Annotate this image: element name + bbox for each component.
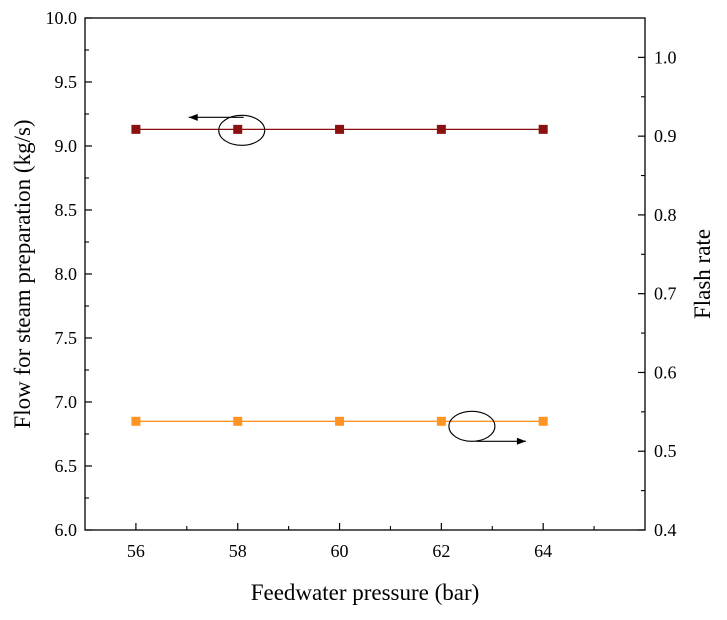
y2-tick-label: 0.9 (654, 126, 677, 146)
y-tick-label: 7.0 (55, 392, 78, 412)
y2-tick-label: 1.0 (654, 47, 677, 67)
y-tick-label: 10.0 (46, 8, 78, 28)
y-tick-label: 9.0 (55, 136, 78, 156)
tick-labels: 56 58 60 62 64 6.0 6.5 7.0 7.5 8.0 8.5 9.0 9.5 10.0 0.… (46, 8, 677, 561)
series-0-point (436, 124, 446, 134)
series-0-point (335, 124, 345, 134)
y-tick-label: 7.5 (55, 328, 78, 348)
series-1-point (131, 416, 141, 426)
annotation-arrow-head (516, 437, 526, 445)
x-tick-label: 62 (432, 541, 450, 561)
y2-axis-title: Flash rate (690, 229, 715, 319)
y2-tick-label: 0.8 (654, 205, 677, 225)
y-tick-label: 8.0 (55, 264, 78, 284)
y-axis-title: Flow for steam preparation (kg/s) (10, 119, 35, 428)
y-tick-label: 8.5 (55, 200, 78, 220)
x-tick-label: 64 (534, 541, 552, 561)
y-tick-label: 6.0 (55, 520, 78, 540)
y-tick-label: 6.5 (55, 456, 78, 476)
series-1-point (538, 416, 548, 426)
y2-tick-label: 0.7 (654, 284, 677, 304)
y-tick-label: 9.5 (55, 72, 78, 92)
ticks (85, 17, 645, 531)
series-1-point (436, 416, 446, 426)
annotation-ellipse (448, 410, 496, 442)
annotation-arrow-head (188, 113, 198, 121)
series-layer (131, 124, 548, 426)
x-tick-label: 60 (331, 541, 349, 561)
y2-tick-label: 0.6 (654, 362, 677, 382)
annotation-ellipse (218, 114, 266, 146)
x-tick-label: 56 (127, 541, 145, 561)
x-tick-label: 58 (229, 541, 247, 561)
annotation-layer (188, 113, 526, 445)
plot-frame (84, 17, 646, 531)
series-0-point (131, 124, 141, 134)
y2-tick-label: 0.5 (654, 441, 677, 461)
series-0-point (233, 124, 243, 134)
series-1-point (233, 416, 243, 426)
x-axis-title: Feedwater pressure (bar) (251, 580, 480, 605)
y2-tick-label: 0.4 (654, 520, 677, 540)
series-0-point (538, 124, 548, 134)
series-1-point (335, 416, 345, 426)
